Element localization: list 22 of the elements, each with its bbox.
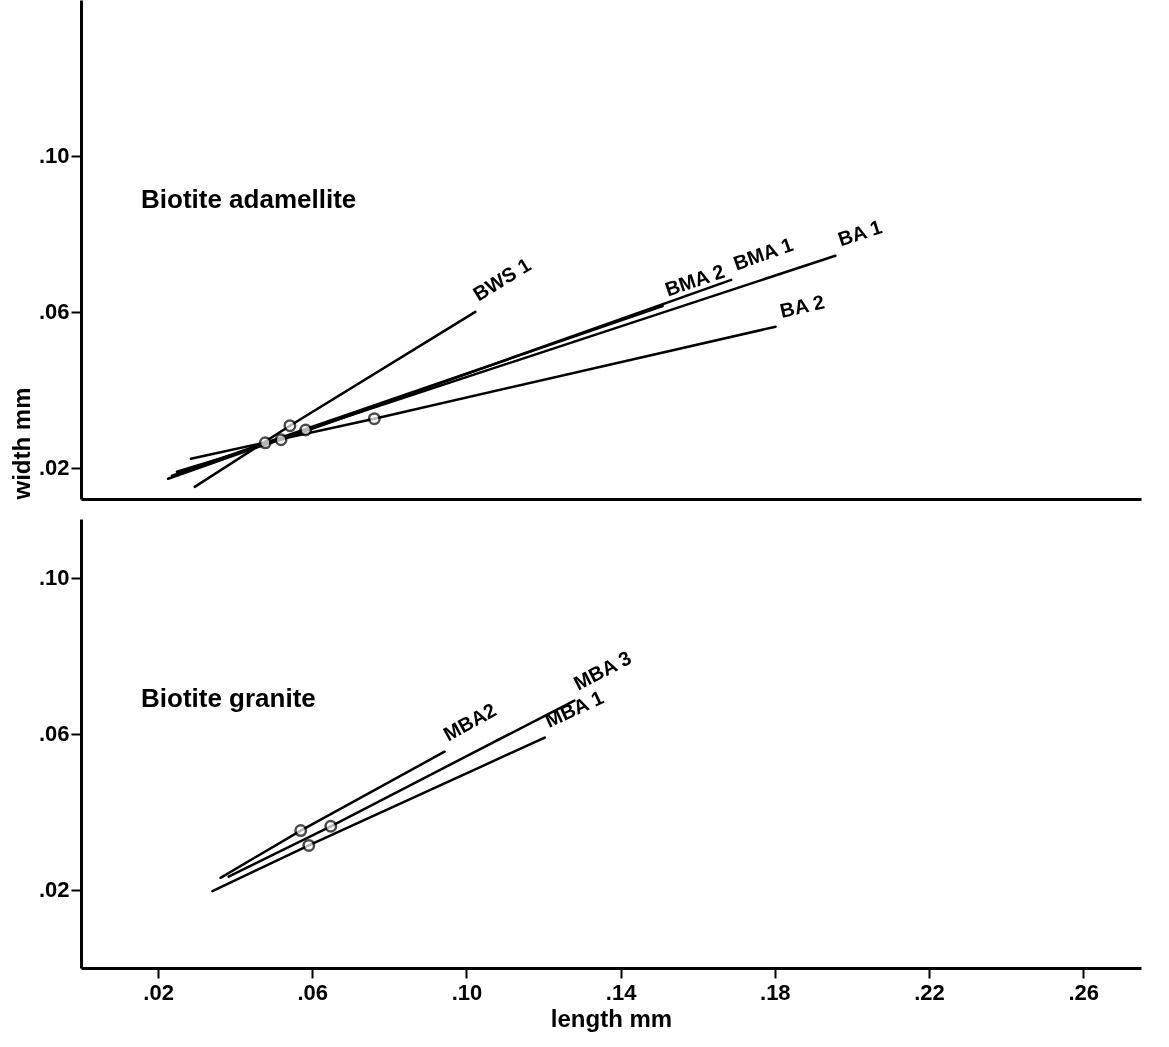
annotation: Biotite adamellite	[141, 184, 357, 214]
y-tick-label: .02	[38, 877, 70, 903]
x-tick-label: .10	[451, 979, 483, 1005]
x-tick-label: .06	[297, 979, 329, 1005]
annotation: Biotite granite	[141, 683, 316, 713]
x-axis-title: length mm	[550, 1004, 673, 1032]
y-tick-label: .10	[38, 565, 70, 591]
y-tick-label: .06	[38, 721, 70, 747]
text: BA 2	[777, 290, 827, 322]
text: BMA 2	[662, 259, 728, 301]
y-tick-label: .02	[38, 455, 70, 481]
text: BA 1	[835, 215, 885, 251]
x-tick-label: .18	[760, 979, 791, 1005]
x-tick-label: .22	[914, 979, 945, 1005]
x-tick-label: .14	[605, 979, 638, 1005]
y-tick-label: .10	[38, 143, 70, 169]
text: BWS 1	[469, 253, 535, 306]
y-tick-label: .06	[38, 299, 70, 325]
y-axis-title: width mm	[7, 387, 35, 501]
text: BMA 1	[730, 233, 796, 275]
x-tick-label: .02	[143, 979, 174, 1005]
x-tick-label: .26	[1068, 979, 1099, 1005]
